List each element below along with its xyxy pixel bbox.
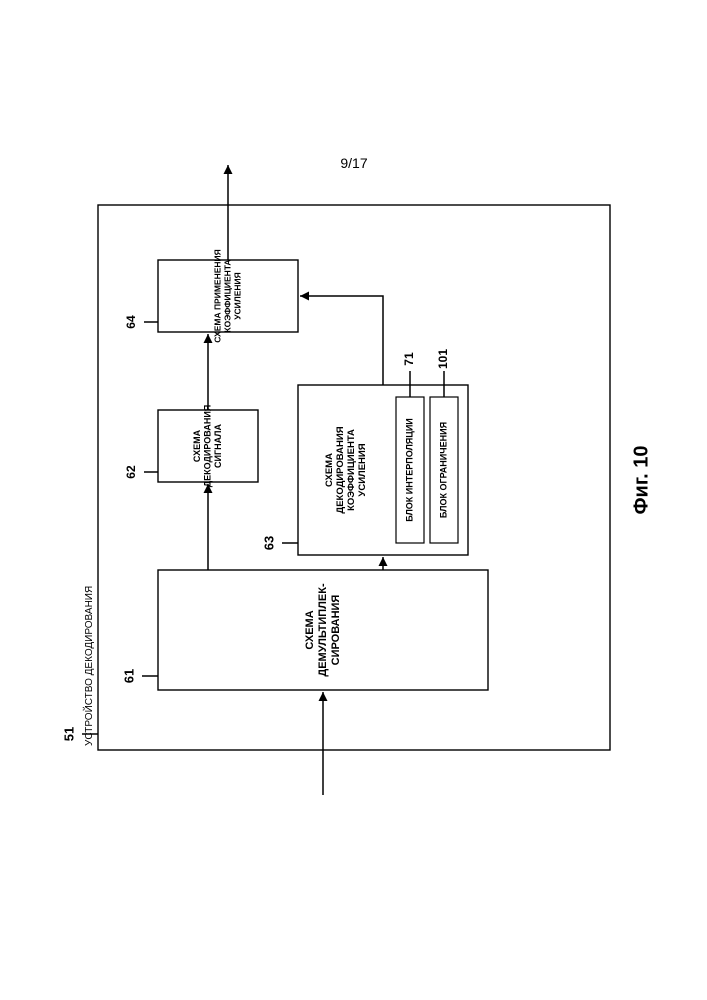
device-label: УСТРОЙСТВО ДЕКОДИРОВАНИЯ — [82, 586, 95, 746]
svg-text:КОЭФФИЦИЕНТА: КОЭФФИЦИЕНТА — [222, 259, 232, 332]
svg-text:ДЕКОДИРОВАНИЯ: ДЕКОДИРОВАНИЯ — [335, 426, 346, 513]
svg-text:ДЕМУЛЬТИПЛЕК-: ДЕМУЛЬТИПЛЕК- — [317, 583, 329, 677]
limit-label: БЛОК ОГРАНИЧЕНИЯ — [438, 422, 448, 518]
svg-text:УСИЛЕНИЯ: УСИЛЕНИЯ — [357, 443, 368, 496]
ref-51: 51 — [61, 727, 76, 741]
svg-text:101: 101 — [436, 349, 450, 369]
svg-text:71: 71 — [402, 352, 416, 366]
ref-63: 63 — [261, 536, 276, 550]
svg-text:КОЭФФИЦИЕНТА: КОЭФФИЦИЕНТА — [346, 429, 357, 511]
demux-label: СХЕМАДЕМУЛЬТИПЛЕК-СИРОВАНИЯ — [304, 583, 342, 677]
svg-text:СХЕМА: СХЕМА — [304, 610, 316, 649]
signal-decode-label: СХЕМАДЕКОДИРОВАНИЯСИГНАЛА — [192, 405, 223, 488]
figure-caption: Фиг. 10 — [630, 445, 652, 514]
page-number: 9/17 — [340, 155, 367, 171]
svg-text:51: 51 — [61, 727, 76, 741]
ref-101: 101 — [436, 349, 450, 369]
svg-text:СХЕМА ПРИМЕНЕНИЯ: СХЕМА ПРИМЕНЕНИЯ — [212, 249, 222, 343]
ref-64: 64 — [124, 315, 138, 329]
svg-text:СХЕМА: СХЕМА — [192, 429, 202, 462]
svg-text:ДЕКОДИРОВАНИЯ: ДЕКОДИРОВАНИЯ — [202, 405, 212, 488]
ref-71: 71 — [402, 352, 416, 366]
svg-text:61: 61 — [121, 669, 136, 683]
ref-62: 62 — [124, 465, 138, 479]
svg-text:СХЕМА: СХЕМА — [324, 453, 335, 487]
svg-text:СИРОВАНИЯ: СИРОВАНИЯ — [330, 595, 342, 666]
connector — [300, 296, 383, 385]
svg-text:УСТРОЙСТВО ДЕКОДИРОВАНИЯ: УСТРОЙСТВО ДЕКОДИРОВАНИЯ — [82, 586, 95, 746]
gain-decode-label: СХЕМАДЕКОДИРОВАНИЯКОЭФФИЦИЕНТАУСИЛЕНИЯ — [324, 426, 368, 513]
interp-label: БЛОК ИНТЕРПОЛЯЦИИ — [404, 418, 414, 522]
svg-text:УСИЛЕНИЯ: УСИЛЕНИЯ — [232, 272, 242, 320]
svg-text:БЛОК ИНТЕРПОЛЯЦИИ: БЛОК ИНТЕРПОЛЯЦИИ — [404, 418, 414, 522]
svg-text:СИГНАЛА: СИГНАЛА — [213, 424, 223, 468]
ref-61: 61 — [121, 669, 136, 683]
gain-apply-label: СХЕМА ПРИМЕНЕНИЯКОЭФФИЦИЕНТАУСИЛЕНИЯ — [212, 249, 242, 343]
svg-text:63: 63 — [261, 536, 276, 550]
svg-text:БЛОК ОГРАНИЧЕНИЯ: БЛОК ОГРАНИЧЕНИЯ — [438, 422, 448, 518]
svg-text:64: 64 — [124, 315, 138, 329]
svg-text:Фиг. 10: Фиг. 10 — [630, 445, 652, 514]
svg-text:62: 62 — [124, 465, 138, 479]
